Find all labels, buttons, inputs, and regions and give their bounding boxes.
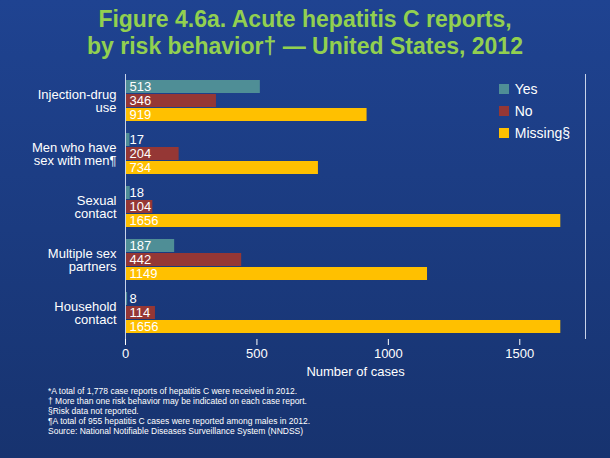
html-text:¶A total of 955 hepatitis C ca: ¶A total of 955 hepatitis C cases were r… <box>48 416 311 426</box>
html-text:No: No <box>514 103 533 119</box>
svg-text:500: 500 <box>246 346 268 361</box>
svg-text:346: 346 <box>130 93 152 108</box>
html-text:§Risk data not reported.: §Risk data not reported. <box>48 406 139 416</box>
svg-text:Householdcontact: Householdcontact <box>54 299 117 327</box>
svg-text:734: 734 <box>130 160 152 175</box>
svg-text:8: 8 <box>130 291 137 306</box>
svg-text:187: 187 <box>130 238 152 253</box>
svg-text:17: 17 <box>130 132 144 147</box>
svg-text:114: 114 <box>130 305 151 320</box>
svg-text:Number of cases: Number of cases <box>306 364 405 379</box>
html-text:† More than one risk behavior: † More than one risk behavior may be ind… <box>48 396 307 406</box>
svg-text:204: 204 <box>130 146 152 161</box>
svg-text:1656: 1656 <box>130 319 159 334</box>
svg-text:1500: 1500 <box>505 346 534 361</box>
svg-text:0: 0 <box>122 346 129 361</box>
svg-text:1000: 1000 <box>374 346 403 361</box>
html-text:Figure 4.6a. Acute hepatitis C: Figure 4.6a. Acute hepatitis C reports, … <box>87 6 523 59</box>
svg-text:Injection-druguse: Injection-druguse <box>38 87 117 115</box>
svg-text:Sexualcontact: Sexualcontact <box>75 193 117 221</box>
svg-text:1149: 1149 <box>130 266 158 281</box>
svg-text:Men who havesex with men¶: Men who havesex with men¶ <box>32 140 117 168</box>
html-text:*A total of 1,778 case reports: *A total of 1,778 case reports of hepati… <box>48 386 297 396</box>
svg-text:104: 104 <box>130 199 152 214</box>
svg-text:513: 513 <box>130 79 152 94</box>
svg-text:442: 442 <box>130 252 152 267</box>
html-text:Source: National Notifiable Di: Source: National Notifiable Diseases Sur… <box>48 426 304 436</box>
svg-text:18: 18 <box>130 185 144 200</box>
html-text:Yes: Yes <box>514 81 538 97</box>
html-text:Missing§: Missing§ <box>514 125 570 141</box>
svg-text:1656: 1656 <box>130 213 159 228</box>
svg-text:919: 919 <box>130 107 152 122</box>
svg-text:Multiple sexpartners: Multiple sexpartners <box>48 246 117 274</box>
